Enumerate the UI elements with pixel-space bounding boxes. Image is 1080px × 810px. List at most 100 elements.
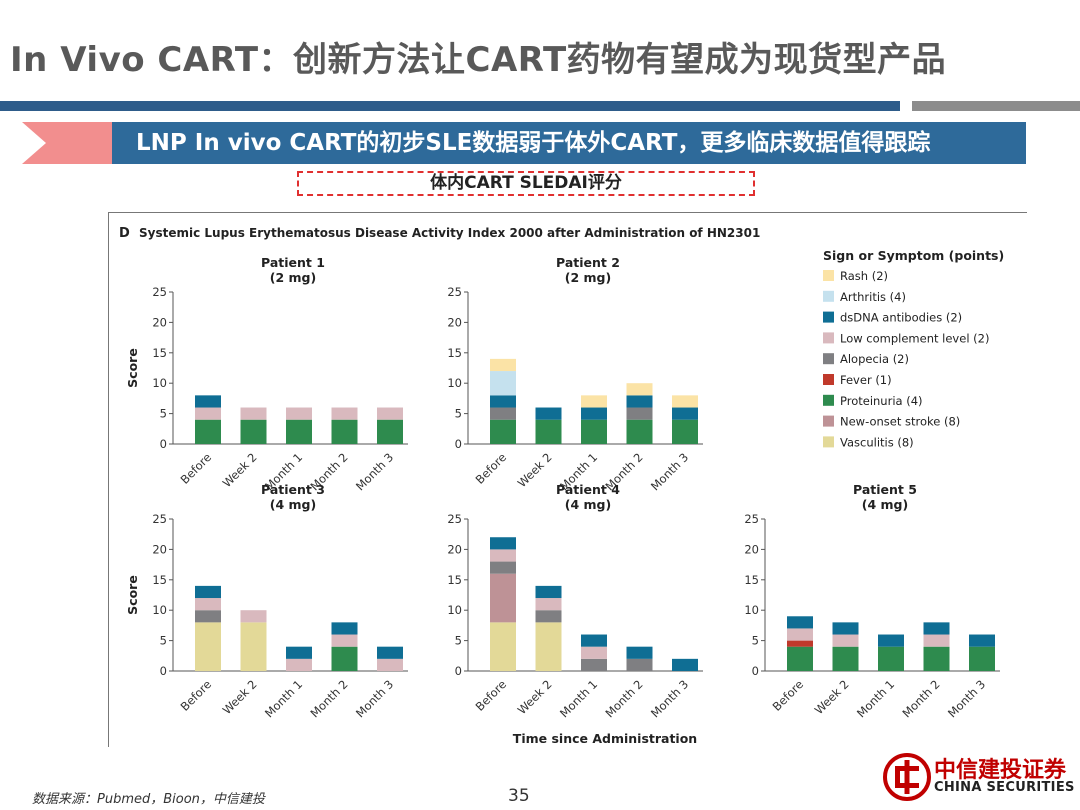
bar-segment-dsdna <box>490 537 516 550</box>
y-tick-label: 20 <box>744 542 759 556</box>
y-tick-label: 25 <box>744 512 759 526</box>
banner-notch <box>22 122 46 164</box>
bar-segment-dsdna <box>832 622 859 635</box>
legend-swatch <box>823 332 834 344</box>
logo-text-en: CHINA SECURITIES <box>934 780 1075 795</box>
bar-segment-alopecia <box>626 658 653 671</box>
y-tick-label: 15 <box>447 346 462 360</box>
x-tick-label: Month 2 <box>602 677 645 720</box>
x-tick-label: Month 1 <box>854 677 897 720</box>
y-tick-label: 15 <box>152 346 167 360</box>
logo-emblem-icon <box>883 753 931 801</box>
x-tick-label: Month 2 <box>307 677 350 720</box>
legend-label: Proteinuria (4) <box>840 394 923 408</box>
patient-panel: Patient 2(2 mg) 0 5 10 15 20 25 Before Week 2 Mon… <box>447 255 703 493</box>
x-tick-label: Week 2 <box>515 450 555 490</box>
x-tick-label: Before <box>770 677 806 713</box>
bar-segment-complement <box>832 634 859 647</box>
bar-segment-proteinuria <box>832 646 859 671</box>
bar-segment-complement <box>535 598 562 611</box>
y-tick-label: 25 <box>447 512 462 526</box>
x-axis-label: Time since Administration <box>513 731 697 746</box>
legend-swatch <box>823 394 834 406</box>
bar-segment-dsdna <box>286 646 312 659</box>
panel-letter: D <box>119 226 130 241</box>
x-tick-label: Before <box>473 450 509 486</box>
legend-label: Vasculitis (8) <box>840 435 914 449</box>
bar-segment-dsdna <box>672 658 698 671</box>
x-tick-label: Before <box>178 677 214 713</box>
y-tick-label: 15 <box>152 573 167 587</box>
x-tick-label: Before <box>178 450 214 486</box>
bar-segment-complement <box>195 407 221 420</box>
bar-segment-rash <box>626 383 653 396</box>
y-tick-label: 10 <box>152 603 167 617</box>
y-tick-label: 20 <box>447 315 462 329</box>
y-tick-label: 0 <box>455 664 462 678</box>
bar-segment-complement <box>240 610 267 623</box>
legend-swatch <box>823 353 834 365</box>
bar-segment-proteinuria <box>195 419 221 444</box>
y-tick-label: 10 <box>152 376 167 390</box>
panel-title: Patient 3 <box>261 482 325 497</box>
bar-segment-proteinuria <box>286 419 312 444</box>
bar-segment-dsdna <box>923 622 950 635</box>
legend-swatch <box>823 415 834 427</box>
bar-segment-proteinuria <box>377 419 403 444</box>
bar-segment-dsdna <box>331 622 358 635</box>
bar-segment-dsdna <box>787 616 813 629</box>
bar-segment-alopecia <box>535 610 562 623</box>
logo-text-cn: 中信建投证券 <box>934 758 1067 783</box>
panel-title: Patient 2 <box>556 255 620 270</box>
bar-segment-stroke <box>490 573 516 623</box>
bar-segment-dsdna <box>195 585 221 599</box>
y-tick-label: 15 <box>447 573 462 587</box>
x-tick-label: Month 1 <box>262 677 305 720</box>
bar-segment-complement <box>331 407 358 420</box>
bar-segment-vasculitis <box>490 622 516 671</box>
panel-title: Patient 5 <box>853 482 917 497</box>
bar-segment-complement <box>240 407 267 420</box>
x-tick-label: Month 3 <box>648 677 691 720</box>
y-tick-label: 25 <box>152 512 167 526</box>
bar-segment-proteinuria <box>787 646 813 671</box>
chart-title: Systemic Lupus Erythematosus Disease Act… <box>139 226 760 240</box>
bar-segment-dsdna <box>490 395 516 408</box>
sledai-chart: D Systemic Lupus Erythematosus Disease A… <box>119 226 1004 746</box>
legend-title: Sign or Symptom (points) <box>823 248 1004 263</box>
panel-dose: (4 mg) <box>565 497 611 512</box>
bar-segment-alopecia <box>195 610 221 623</box>
bar-segment-dsdna <box>581 634 607 647</box>
panel-dose: (4 mg) <box>270 497 316 512</box>
legend-swatch <box>823 270 834 281</box>
legend-swatch <box>823 436 834 448</box>
legend-label: Fever (1) <box>840 373 892 387</box>
y-tick-label: 0 <box>455 437 462 451</box>
bar-segment-dsdna <box>535 585 562 599</box>
x-tick-label: Week 2 <box>812 677 852 717</box>
bar-segment-dsdna <box>878 634 904 647</box>
y-tick-label: 20 <box>447 542 462 556</box>
y-tick-label: 5 <box>455 634 462 648</box>
bar-segment-proteinuria <box>490 419 516 444</box>
legend-label: Rash (2) <box>840 269 888 283</box>
patient-panel: Patient 1(2 mg) 0 5 10 15 20 25 Score Before Week… <box>125 255 408 493</box>
x-tick-label: Month 3 <box>353 450 396 493</box>
y-tick-label: 10 <box>447 603 462 617</box>
bar-segment-complement <box>787 628 813 641</box>
legend-label: dsDNA antibodies (2) <box>840 311 962 325</box>
bar-segment-dsdna <box>581 407 607 420</box>
bar-segment-complement <box>581 646 607 659</box>
banner <box>112 122 1026 164</box>
y-tick-label: 20 <box>152 315 167 329</box>
y-tick-label: 0 <box>160 437 167 451</box>
header-rule-blue <box>0 101 900 111</box>
bar-segment-complement <box>195 598 221 611</box>
bar-segment-proteinuria <box>331 419 358 444</box>
page-title: In Vivo CART：创新方法让CART药物有望成为现货型产品 <box>10 40 947 80</box>
patient-panel: Patient 3(4 mg) 0 5 10 15 20 25 Score Before Week… <box>125 482 408 720</box>
bar-segment-proteinuria <box>626 419 653 444</box>
